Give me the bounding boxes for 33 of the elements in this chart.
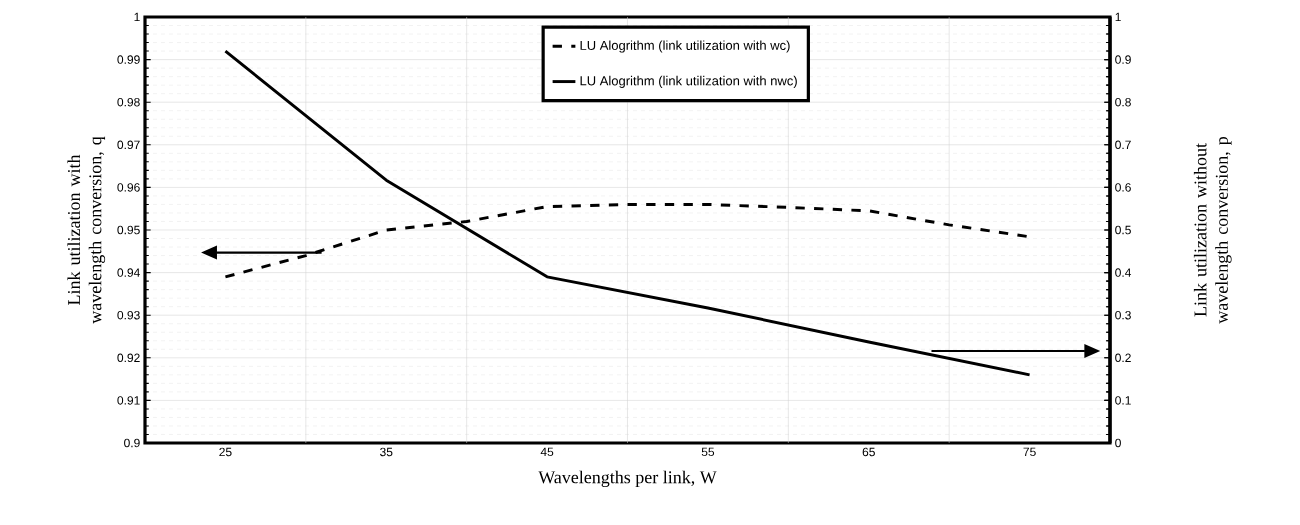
y2-tick-label: 0.4 — [1115, 268, 1132, 277]
y2-tick-label: 0.9 — [1115, 55, 1131, 64]
y-axis-title: Link utilization with wavelength conversion, q — [67, 136, 106, 324]
y-tick-label: 0.9 — [124, 438, 140, 448]
legend-label: LU Alogrithm (link utilization with wc) — [580, 40, 790, 53]
y-tick-label: 0.96 — [117, 183, 140, 192]
y2-tick-label: 0.8 — [1115, 97, 1131, 107]
y-tick-label: 1 — [134, 12, 140, 22]
y-tick-label: 0.93 — [117, 310, 140, 320]
y-tick-label: 0.92 — [117, 353, 140, 363]
y2-tick-label: 0 — [1115, 438, 1121, 448]
x-tick-label: 55 — [701, 447, 715, 457]
y-tick-label: 0.95 — [117, 225, 140, 235]
y2-tick-label: 0.1 — [1115, 396, 1131, 405]
y2-tick-label: 0.7 — [1115, 140, 1131, 150]
y2-tick-label: 0.5 — [1115, 225, 1131, 235]
y-tick-label: 0.99 — [117, 55, 140, 64]
y2-axis-title: Link utilization without wavelength conversion, p — [1193, 136, 1232, 324]
x-axis-title: Wavelengths per link, W — [538, 470, 717, 488]
x-tick-label: 25 — [219, 447, 232, 457]
y-tick-label: 0.91 — [117, 396, 140, 405]
x-tick-label: 35 — [380, 447, 393, 457]
y-tick-label: 0.98 — [117, 97, 140, 107]
y-tick-label: 0.94 — [117, 268, 140, 277]
y2-tick-label: 1 — [1115, 12, 1121, 22]
y2-tick-label: 0.2 — [1115, 353, 1131, 363]
x-tick-label: 45 — [540, 447, 554, 457]
y2-tick-label: 0.6 — [1115, 183, 1131, 192]
legend-label: LU Alogrithm (link utilization with nwc) — [580, 75, 797, 88]
y-tick-label: 0.97 — [117, 140, 140, 150]
x-tick-label: 65 — [862, 447, 875, 457]
x-tick-label: 75 — [1023, 447, 1036, 457]
y2-tick-label: 0.3 — [1115, 310, 1131, 320]
